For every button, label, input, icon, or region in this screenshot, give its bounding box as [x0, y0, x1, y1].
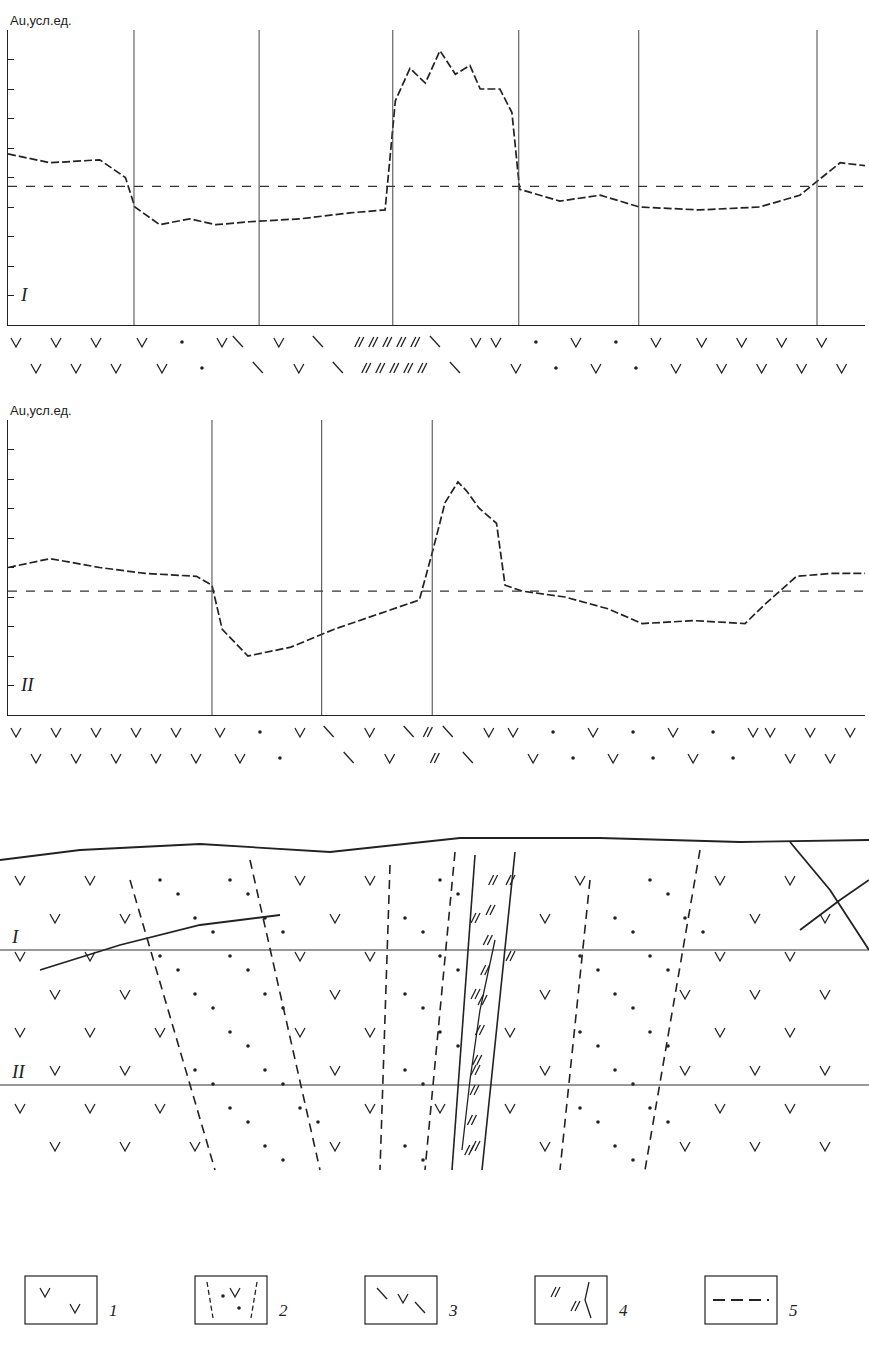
svg-text:I: I	[11, 926, 20, 947]
svg-text:1: 1	[109, 1301, 118, 1320]
svg-text:Au,усл.ед.: Au,усл.ед.	[10, 403, 72, 418]
svg-text:II: II	[11, 1061, 26, 1082]
svg-text:I: I	[20, 284, 29, 305]
svg-text:5: 5	[789, 1301, 798, 1320]
svg-text:4: 4	[619, 1301, 628, 1320]
svg-text:II: II	[20, 674, 35, 695]
svg-text:Au,усл.ед.: Au,усл.ед.	[10, 13, 72, 28]
svg-text:2: 2	[279, 1301, 288, 1320]
svg-text:3: 3	[448, 1301, 458, 1320]
